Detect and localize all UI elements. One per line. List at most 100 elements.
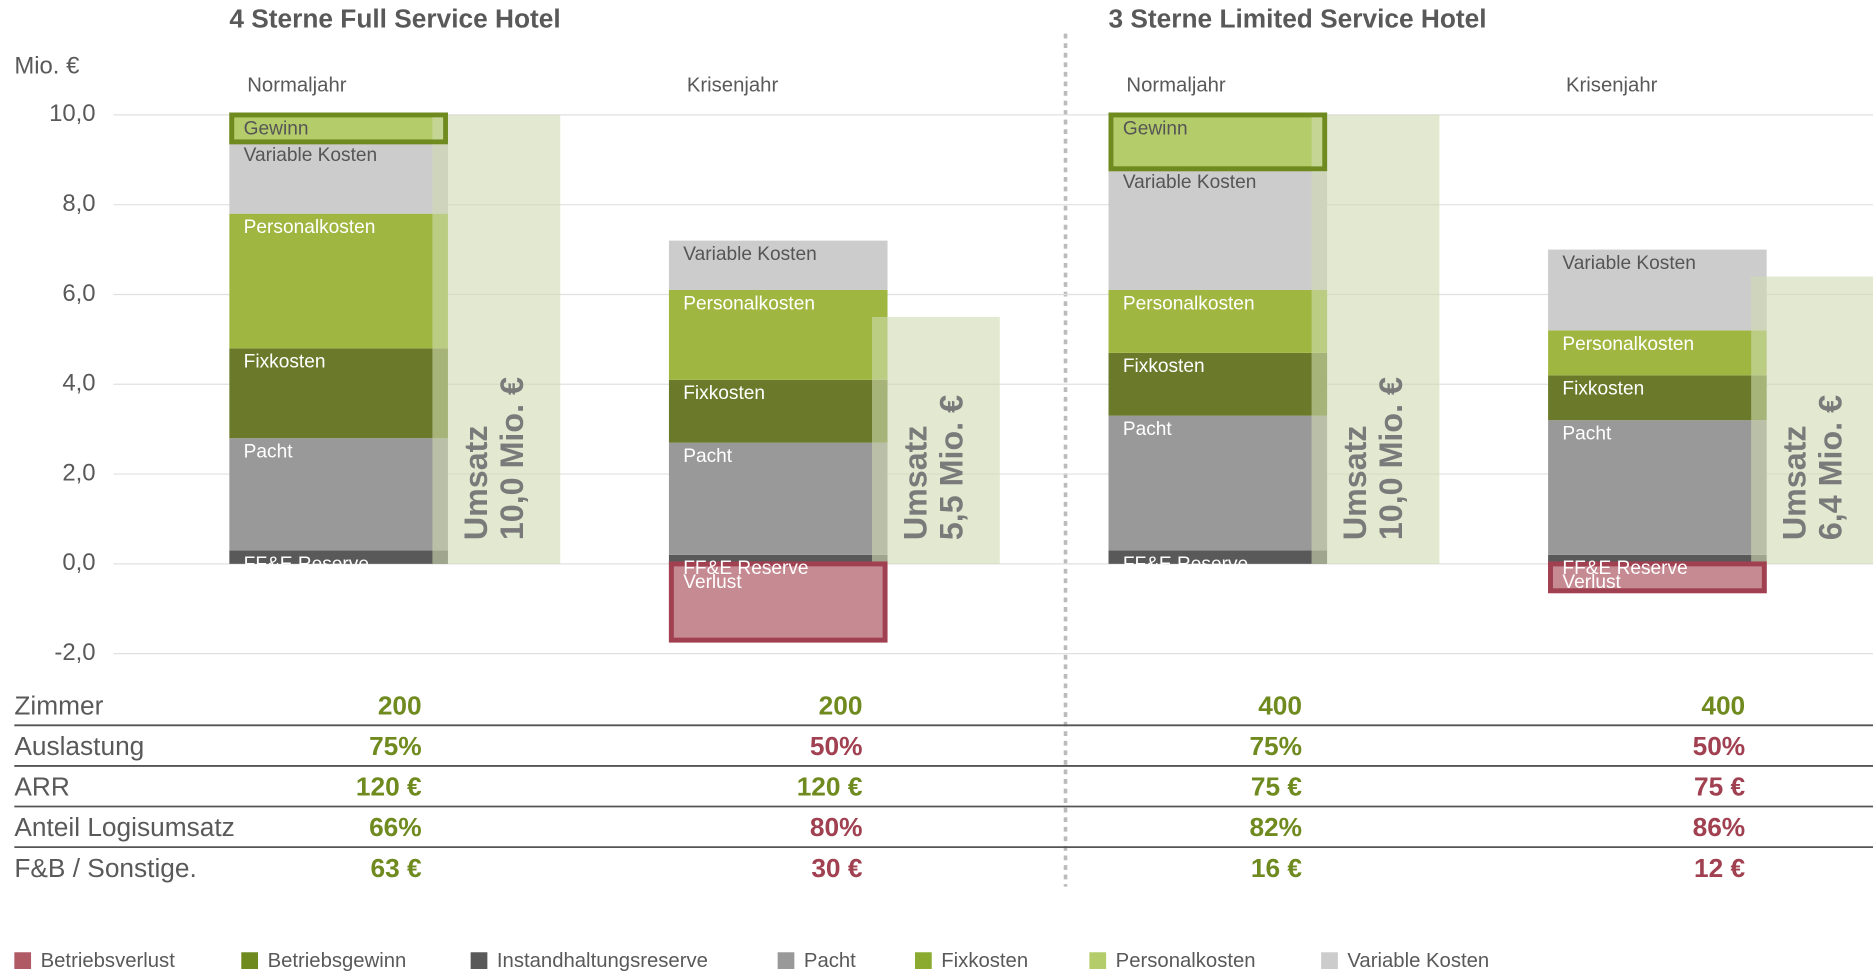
legend-swatch [14, 952, 32, 969]
revenue-value-label: 10,0 Mio. € [494, 377, 530, 540]
category-label: Krisenjahr [1566, 75, 1658, 97]
table-cell: 75 € [1251, 772, 1303, 802]
table-cell: 30 € [811, 853, 863, 883]
table-cell: 400 [1701, 690, 1745, 720]
table-cell: 75% [1249, 731, 1302, 761]
segment-label: Personalkosten [244, 217, 376, 238]
bar-segment [1548, 420, 1767, 555]
segment-label: Verlust [683, 572, 742, 593]
table-cell: 50% [1693, 731, 1746, 761]
y-tick-label: 2,0 [62, 459, 95, 486]
table-cell: 120 € [356, 772, 422, 802]
panel-title: 4 Sterne Full Service Hotel [229, 3, 560, 33]
segment-label: FF&E Reserve [1562, 558, 1687, 579]
segment-label: Variable Kosten [1123, 172, 1257, 193]
legend-swatch [914, 952, 932, 969]
category-label: Krisenjahr [687, 75, 779, 97]
segment-label: Fixkosten [1123, 356, 1205, 377]
table-cell: 400 [1258, 690, 1302, 720]
revenue-bar [1311, 114, 1440, 564]
category-label: Normaljahr [247, 75, 346, 97]
bar-segment [1548, 554, 1767, 564]
segment-label: Pacht [683, 446, 733, 467]
table-cell: 63 € [371, 853, 423, 883]
y-axis-label: Mio. € [14, 52, 79, 79]
bar-segment [1108, 168, 1328, 290]
revenue-value-label: 5,5 Mio. € [933, 395, 969, 540]
legend-label: Instandhaltungsreserve [497, 950, 708, 972]
y-tick-label: -2,0 [54, 639, 95, 666]
table-cell: 75 € [1694, 772, 1746, 802]
segment-label: Pacht [1562, 424, 1612, 445]
legend-label: Fixkosten [941, 950, 1028, 972]
segment-label: Personalkosten [1562, 334, 1694, 355]
legend-label: Variable Kosten [1347, 950, 1489, 972]
segment-label: Gewinn [1123, 118, 1188, 139]
revenue-label: Umsatz [1777, 425, 1813, 540]
category-label: Normaljahr [1126, 75, 1225, 97]
segment-label: Variable Kosten [683, 244, 817, 265]
table-cell: 86% [1693, 812, 1746, 842]
bar-segment [1108, 415, 1328, 551]
segment-label: Pacht [1123, 419, 1173, 440]
segment-label: Pacht [244, 442, 294, 463]
revenue-label: Umsatz [898, 425, 934, 540]
bar-segment-border [668, 561, 888, 643]
bar-segment [1108, 352, 1328, 416]
legend-swatch [470, 952, 488, 969]
table-cell: 200 [378, 690, 422, 720]
revenue-label: Umsatz [458, 425, 494, 540]
row-label: F&B / Sonstige. [14, 853, 197, 883]
revenue-value-label: 6,4 Mio. € [1812, 395, 1848, 540]
bar-segment [668, 289, 888, 380]
segment-label: Fixkosten [244, 352, 326, 373]
segment-label: Personalkosten [683, 293, 815, 314]
table-cell: 16 € [1251, 853, 1303, 883]
segment-label: FF&E Reserve [244, 554, 369, 575]
revenue-value-label: 10,0 Mio. € [1373, 377, 1409, 540]
table-cell: 50% [810, 731, 863, 761]
legend-swatch [777, 952, 795, 969]
row-label: Auslastung [14, 731, 144, 761]
bar-segment [229, 213, 448, 349]
y-tick-label: 4,0 [62, 370, 95, 397]
segment-label: Variable Kosten [244, 145, 378, 166]
bar-segment [1108, 289, 1328, 353]
segment-label: Verlust [1562, 572, 1621, 593]
segment-label: FF&E Reserve [683, 558, 808, 579]
panel-title: 3 Sterne Limited Service Hotel [1109, 3, 1487, 33]
segment-label: Fixkosten [1562, 379, 1644, 400]
y-tick-label: 8,0 [62, 190, 95, 217]
bar-segment [1108, 550, 1328, 564]
bar-segment [668, 554, 888, 564]
bar-segment-border [229, 112, 448, 145]
revenue-bar [1751, 276, 1873, 564]
segment-label: Gewinn [244, 118, 309, 139]
table-cell: 66% [369, 812, 422, 842]
y-tick-label: 6,0 [62, 280, 95, 307]
row-label: Zimmer [14, 690, 103, 720]
legend-swatch [1089, 952, 1107, 969]
segment-label: FF&E Reserve [1123, 554, 1248, 575]
segment-label: Variable Kosten [1562, 253, 1696, 274]
bar-segment-border [1108, 112, 1328, 172]
revenue-bar [432, 114, 561, 564]
bar-segment [229, 550, 448, 564]
bar-segment [1548, 330, 1767, 376]
revenue-label: Umsatz [1337, 425, 1373, 540]
bar-segment [229, 141, 448, 214]
segment-label: Fixkosten [683, 383, 765, 404]
revenue-bar [871, 316, 1000, 564]
y-tick-label: 0,0 [62, 549, 95, 576]
legend-swatch [241, 952, 259, 969]
y-tick-label: 10,0 [49, 100, 95, 127]
legend-label: Personalkosten [1116, 950, 1256, 972]
legend-label: Pacht [804, 950, 856, 972]
legend-label: Betriebsgewinn [268, 950, 407, 972]
bar-segment [229, 348, 448, 439]
table-cell: 200 [819, 690, 863, 720]
bar-segment-border [1548, 561, 1767, 594]
table-cell: 80% [810, 812, 863, 842]
bar-segment [668, 379, 888, 443]
table-cell: 75% [369, 731, 422, 761]
